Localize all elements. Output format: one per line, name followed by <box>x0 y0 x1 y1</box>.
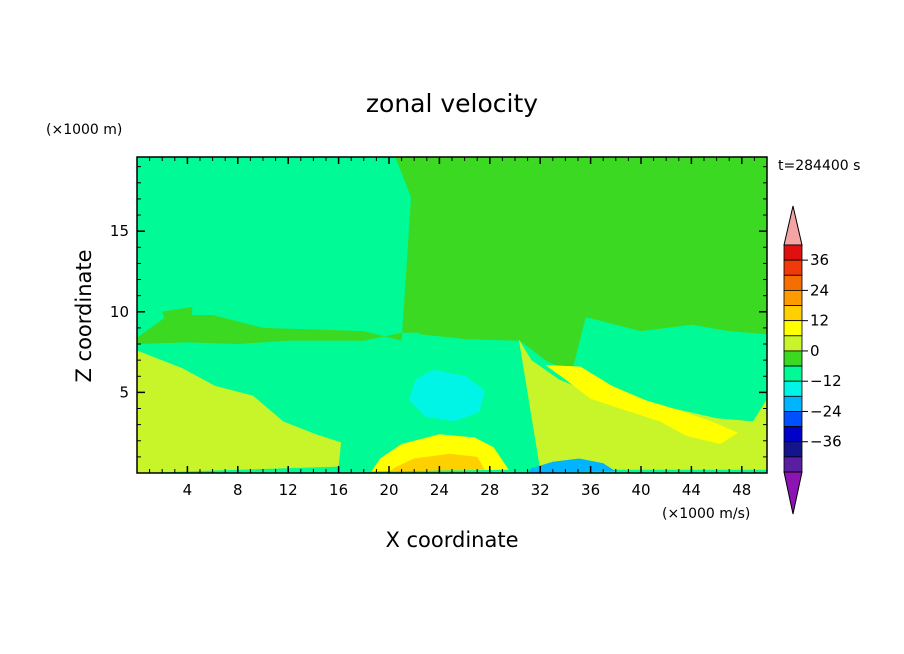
contour-region-7 <box>545 365 738 444</box>
colorbar-level <box>783 365 803 382</box>
x-tick-label: 40 <box>631 481 650 499</box>
colorbar-level <box>783 244 803 261</box>
colorbar-level <box>783 411 803 428</box>
colorbar: 36 24 12 0 −12 −24 −36 <box>783 205 842 515</box>
x-tick-label: 24 <box>430 481 449 499</box>
time-label: t=284400 s <box>778 158 860 174</box>
x-axis-label: X coordinate <box>385 528 518 552</box>
contour-region-3 <box>137 350 342 473</box>
contour-region-6 <box>389 453 485 472</box>
contour-region-9 <box>527 458 616 473</box>
contour-region-2 <box>162 306 193 327</box>
x-tick-label: 12 <box>279 481 298 499</box>
colorbar-level <box>783 350 803 367</box>
y-unit-label: (×1000 m) <box>46 122 122 138</box>
x-tick-label: 32 <box>531 481 550 499</box>
x-tick-label: 28 <box>480 481 499 499</box>
contour-region-8 <box>409 369 485 422</box>
x-tick-label: 20 <box>379 481 398 499</box>
y-tick-label: 15 <box>110 222 129 240</box>
x-tick-label: 48 <box>732 481 751 499</box>
colorbar-level <box>783 456 803 473</box>
y-tick-label: 10 <box>110 303 129 321</box>
colorbar-level <box>783 305 803 322</box>
contour-region-1 <box>395 157 692 373</box>
colorbar-level <box>783 289 803 306</box>
colorbar-level <box>783 441 803 458</box>
colorbar-under-triangle <box>783 471 803 515</box>
colorbar-level <box>783 320 803 337</box>
x-tick-label: 16 <box>329 481 348 499</box>
colorbar-tick-label: −12 <box>810 372 842 390</box>
x-tick-label: 36 <box>581 481 600 499</box>
x-unit-label: (×1000 m/s) <box>662 506 750 522</box>
colorbar-level <box>783 335 803 352</box>
colorbar-level <box>783 259 803 276</box>
colorbar-tick-label: −36 <box>810 433 842 451</box>
x-tick-label: 4 <box>183 481 193 499</box>
colorbar-tick-label: 12 <box>810 312 829 330</box>
x-tick-label: 8 <box>233 481 243 499</box>
colorbar-level <box>783 395 803 412</box>
chart-title: zonal velocity <box>366 89 538 118</box>
colorbar-tick-label: 36 <box>810 251 829 269</box>
y-tick-label: 5 <box>119 383 129 401</box>
colorbar-level <box>783 274 803 291</box>
colorbar-tick-label: −24 <box>810 402 842 420</box>
colorbar-level <box>783 426 803 443</box>
colorbar-tick-label: 24 <box>810 281 829 299</box>
colorbar-level <box>783 380 803 397</box>
y-axis-label: Z coordinate <box>72 249 96 382</box>
colorbar-tick-label: 0 <box>810 342 820 360</box>
colorbar-over-triangle <box>783 205 803 246</box>
x-tick-label: 44 <box>682 481 701 499</box>
